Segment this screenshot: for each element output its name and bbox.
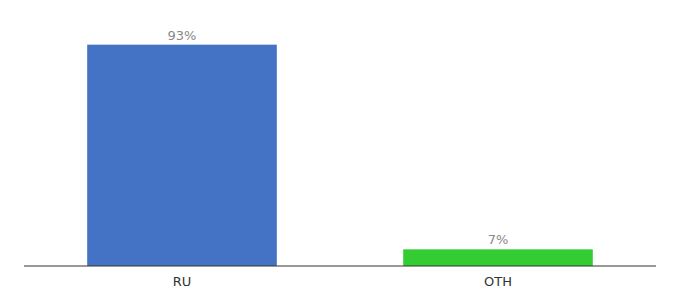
bars	[87, 45, 593, 266]
x-tick-label: OTH	[484, 274, 512, 289]
x-tick-label: RU	[173, 274, 192, 289]
data-label: 7%	[488, 232, 509, 247]
x-axis-line	[24, 266, 656, 267]
chart: 93% 7% RU OTH	[0, 0, 680, 300]
bar	[403, 249, 593, 266]
bar	[87, 45, 277, 266]
data-label: 93%	[168, 28, 197, 43]
